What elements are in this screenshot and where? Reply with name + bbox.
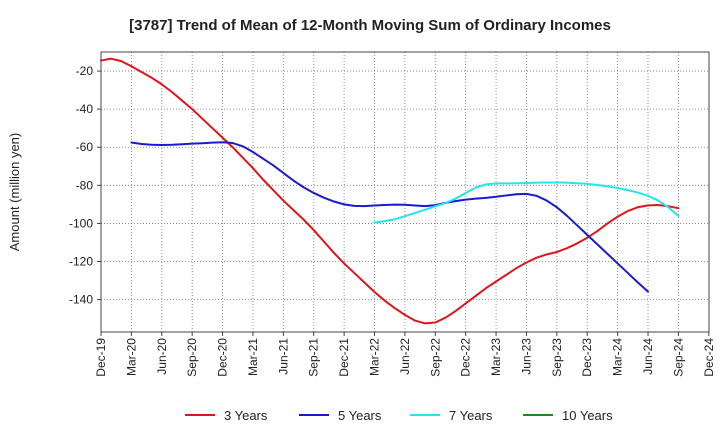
y-tick-label: -40 <box>76 102 94 116</box>
x-tick-label: Dec-24 <box>702 338 716 377</box>
x-tick-label: Dec-22 <box>459 338 473 377</box>
y-tick-label: -80 <box>76 178 94 192</box>
x-tick-label: Jun-22 <box>398 338 412 375</box>
x-tick-label: Sep-22 <box>428 338 442 377</box>
y-tick-label: -100 <box>69 216 93 230</box>
y-axis-label: Amount (million yen) <box>7 133 22 252</box>
x-tick-label: Sep-21 <box>307 338 321 377</box>
y-tick-label: -60 <box>76 140 94 154</box>
x-tick-label: Mar-20 <box>124 338 138 376</box>
x-tick-label: Sep-20 <box>185 338 199 377</box>
x-tick-label: Jun-23 <box>519 338 533 375</box>
x-tick-label: Jun-21 <box>276 338 290 375</box>
legend-label-5-years: 5 Years <box>338 408 382 423</box>
x-tick-label: Dec-20 <box>216 338 230 377</box>
y-axis: -20 -40 -60 -80 -100 -120 -140 <box>69 64 101 307</box>
chart-title: [3787] Trend of Mean of 12-Month Moving … <box>129 17 611 34</box>
x-axis: Dec-19 Mar-20 Jun-20 Sep-20 Dec-20 Mar-21 Jun-… <box>94 332 716 377</box>
x-tick-label: Jun-20 <box>155 338 169 375</box>
x-tick-label: Jun-24 <box>641 338 655 375</box>
x-tick-label: Dec-23 <box>580 338 594 377</box>
series-line-5-years <box>130 141 650 293</box>
legend-label-3-years: 3 Years <box>224 408 268 423</box>
grid-lines <box>101 52 709 332</box>
y-tick-label: -120 <box>69 255 93 269</box>
plot-area <box>101 52 709 332</box>
legend-label-10-years: 10 Years <box>562 408 613 423</box>
x-tick-label: Sep-24 <box>671 338 685 377</box>
x-tick-label: Mar-22 <box>368 338 382 376</box>
x-tick-label: Mar-24 <box>611 338 625 376</box>
legend: 3 Years 5 Years 7 Years 10 Years <box>185 408 613 423</box>
x-tick-label: Dec-19 <box>94 338 108 377</box>
series-line-3-years <box>100 57 680 325</box>
y-tick-label: -140 <box>69 293 93 307</box>
y-tick-label: -20 <box>76 64 94 78</box>
x-tick-label: Mar-21 <box>246 338 260 376</box>
x-tick-label: Sep-23 <box>550 338 564 377</box>
x-tick-label: Dec-21 <box>337 338 351 377</box>
legend-label-7-years: 7 Years <box>449 408 493 423</box>
x-tick-label: Mar-23 <box>489 338 503 376</box>
series-line-7-years <box>373 181 680 224</box>
series-lines <box>100 57 680 325</box>
